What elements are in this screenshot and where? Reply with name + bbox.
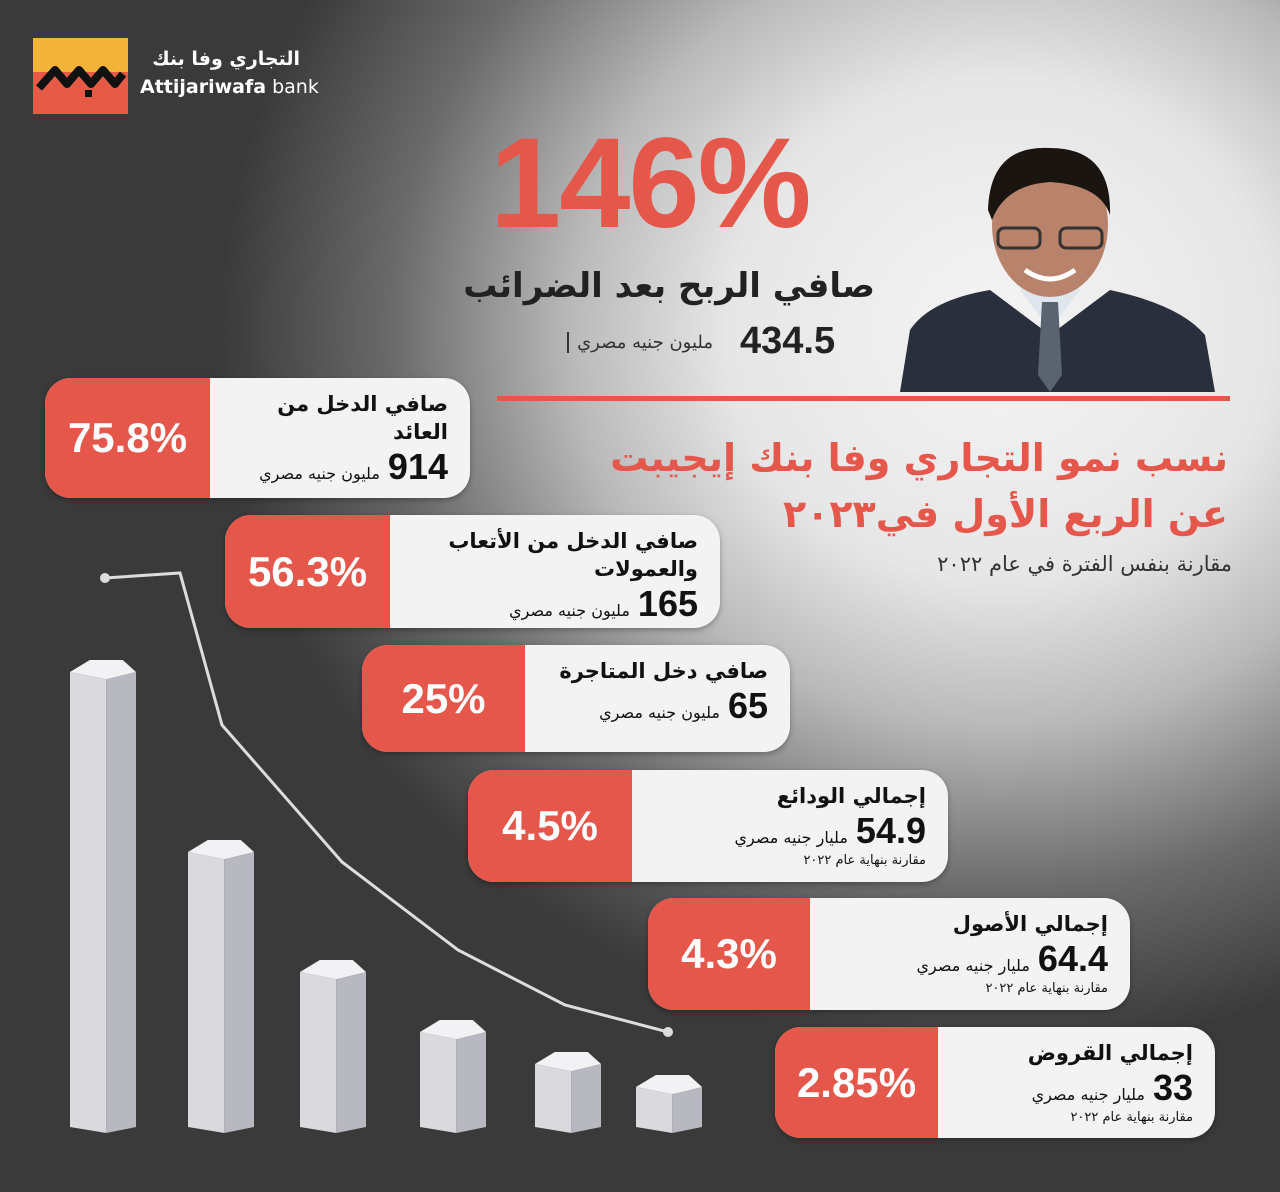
divider-line bbox=[497, 396, 1230, 401]
trend-point bbox=[100, 573, 110, 583]
metric-unit: مليون جنيه مصري bbox=[259, 464, 380, 483]
metric-percent: 56.3% bbox=[225, 515, 390, 628]
decorative-bar bbox=[535, 1052, 601, 1133]
brand-name-en: Attijariwafa bank bbox=[140, 76, 319, 98]
headline-unit: مليون جنيه مصري bbox=[567, 332, 713, 353]
metric-unit: مليار جنيه مصري bbox=[1031, 1085, 1145, 1104]
metric-card: 75.8% صافي الدخل من العائد 914 مليون جنيه… bbox=[45, 378, 470, 498]
metric-value: 165 bbox=[637, 583, 698, 624]
title-line-2: عن الربع الأول في٢٠٢٣ bbox=[782, 492, 1228, 536]
metric-info: إجمالي القروض 33 مليار جنيه مصري مقارنة ب… bbox=[938, 1027, 1215, 1138]
metric-card: 4.3% إجمالي الأصول 64.4 مليار جنيه مصري م… bbox=[648, 898, 1130, 1010]
brand-name-ar: التجاري وفا بنك bbox=[152, 48, 300, 70]
trend-point bbox=[663, 1027, 673, 1037]
metric-title: صافي دخل المتاجرة bbox=[559, 659, 768, 683]
metric-title: صافي الدخل من العائد bbox=[277, 392, 448, 444]
headline-label: صافي الربح بعد الضرائب bbox=[463, 266, 875, 306]
metric-card: 56.3% صافي الدخل من الأتعاب والعمولات 16… bbox=[225, 515, 720, 628]
metric-note: مقارنة بنهاية عام ٢٠٢٢ bbox=[1070, 1110, 1193, 1125]
metric-percent: 75.8% bbox=[45, 378, 210, 498]
metric-value: 64.4 bbox=[1037, 938, 1108, 979]
metric-note: مقارنة بنهاية عام ٢٠٢٢ bbox=[803, 853, 926, 868]
title-line-1: نسب نمو التجاري وفا بنك إيجيبت bbox=[610, 436, 1228, 480]
metric-info: صافي الدخل من الأتعاب والعمولات 165 مليون… bbox=[390, 515, 720, 628]
metric-unit: مليون جنيه مصري bbox=[509, 601, 630, 620]
decorative-bar bbox=[70, 660, 136, 1133]
brand-logo bbox=[33, 38, 128, 114]
metric-unit: مليار جنيه مصري bbox=[734, 828, 848, 847]
metric-info: صافي الدخل من العائد 914 مليون جنيه مصري bbox=[210, 378, 470, 498]
page-title: نسب نمو التجاري وفا بنك إيجيبت عن الربع ا… bbox=[610, 430, 1228, 542]
page-subtitle: مقارنة بنفس الفترة في عام ٢٠٢٢ bbox=[937, 552, 1232, 576]
decorative-bar bbox=[300, 960, 366, 1133]
metric-unit: مليون جنيه مصري bbox=[599, 703, 720, 722]
metric-note: مقارنة بنهاية عام ٢٠٢٢ bbox=[985, 981, 1108, 996]
metric-value: 54.9 bbox=[855, 810, 926, 851]
executive-portrait bbox=[900, 147, 1215, 392]
metric-value: 914 bbox=[387, 446, 448, 487]
metric-info: إجمالي الأصول 64.4 مليار جنيه مصري مقارنة… bbox=[810, 898, 1130, 1010]
brand-name-rest: bank bbox=[266, 76, 319, 98]
metric-card: 4.5% إجمالي الودائع 54.9 مليار جنيه مصري … bbox=[468, 770, 948, 882]
metric-info: إجمالي الودائع 54.9 مليار جنيه مصري مقارن… bbox=[632, 770, 948, 882]
trend-line bbox=[104, 571, 669, 1034]
brand-name-bold: Attijariwafa bbox=[140, 76, 267, 98]
metric-title: إجمالي الأصول bbox=[952, 912, 1108, 936]
metric-title: إجمالي الودائع bbox=[776, 784, 926, 808]
headline-percent: 146% bbox=[490, 112, 811, 255]
metric-percent: 4.3% bbox=[648, 898, 810, 1010]
metric-percent: 2.85% bbox=[775, 1027, 938, 1138]
metric-percent: 4.5% bbox=[468, 770, 632, 882]
decorative-bar bbox=[636, 1075, 702, 1133]
headline-value: 434.5 bbox=[740, 320, 836, 362]
metric-value: 33 bbox=[1152, 1067, 1193, 1108]
metric-title: إجمالي القروض bbox=[1027, 1041, 1193, 1065]
decorative-bar bbox=[420, 1020, 486, 1133]
metric-card: 25% صافي دخل المتاجرة 65 مليون جنيه مصري bbox=[362, 645, 790, 752]
metric-unit: مليار جنيه مصري bbox=[916, 956, 1030, 975]
metric-info: صافي دخل المتاجرة 65 مليون جنيه مصري bbox=[525, 645, 790, 752]
logo-mark-icon bbox=[36, 66, 127, 97]
metric-card: 2.85% إجمالي القروض 33 مليار جنيه مصري مق… bbox=[775, 1027, 1215, 1138]
metric-value: 65 bbox=[727, 685, 768, 726]
metric-title: صافي الدخل من الأتعاب والعمولات bbox=[448, 529, 698, 581]
decorative-bar bbox=[188, 840, 254, 1133]
metric-percent: 25% bbox=[362, 645, 525, 752]
